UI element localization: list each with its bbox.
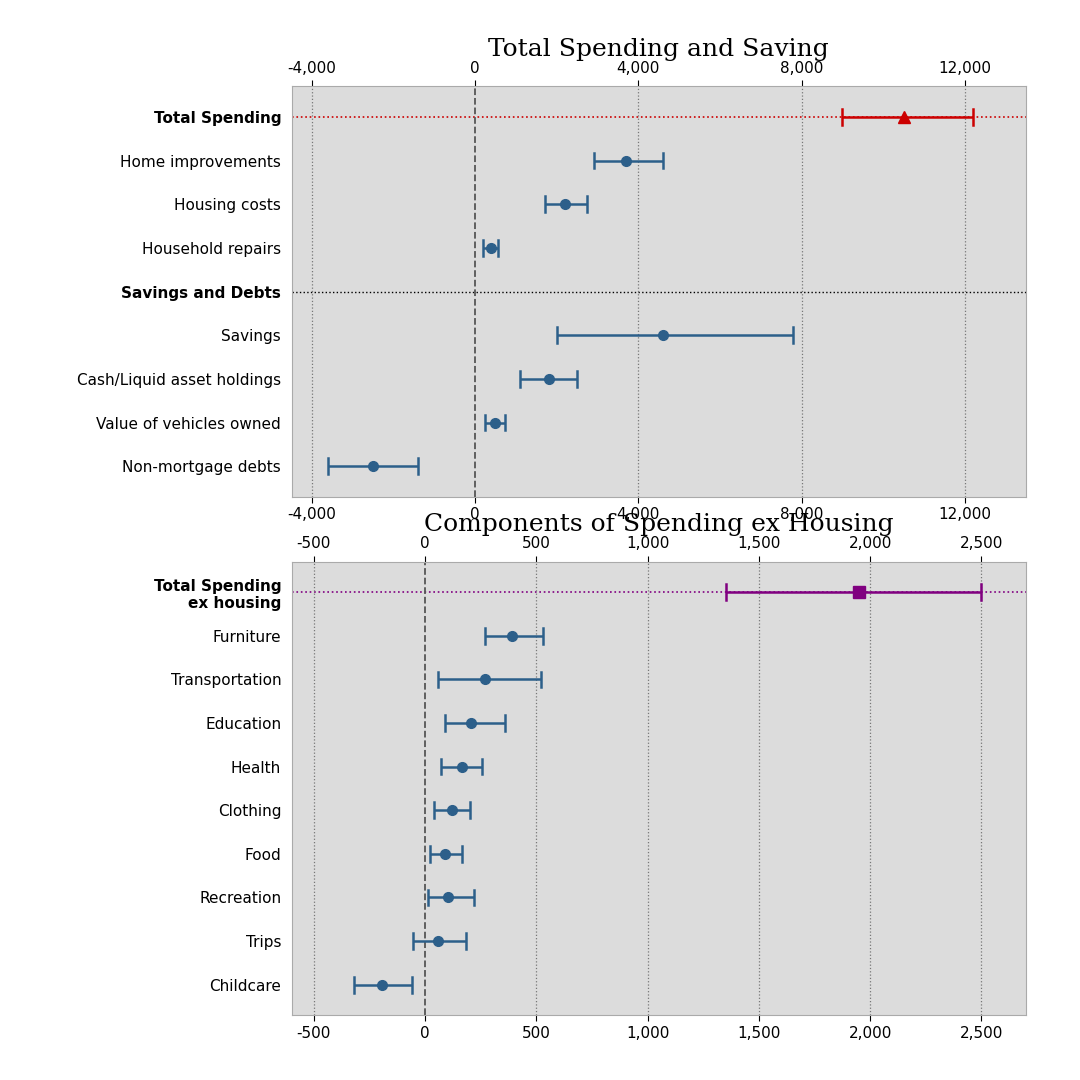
Title: Components of Spending ex Housing: Components of Spending ex Housing bbox=[424, 513, 893, 536]
Title: Total Spending and Saving: Total Spending and Saving bbox=[488, 38, 829, 60]
